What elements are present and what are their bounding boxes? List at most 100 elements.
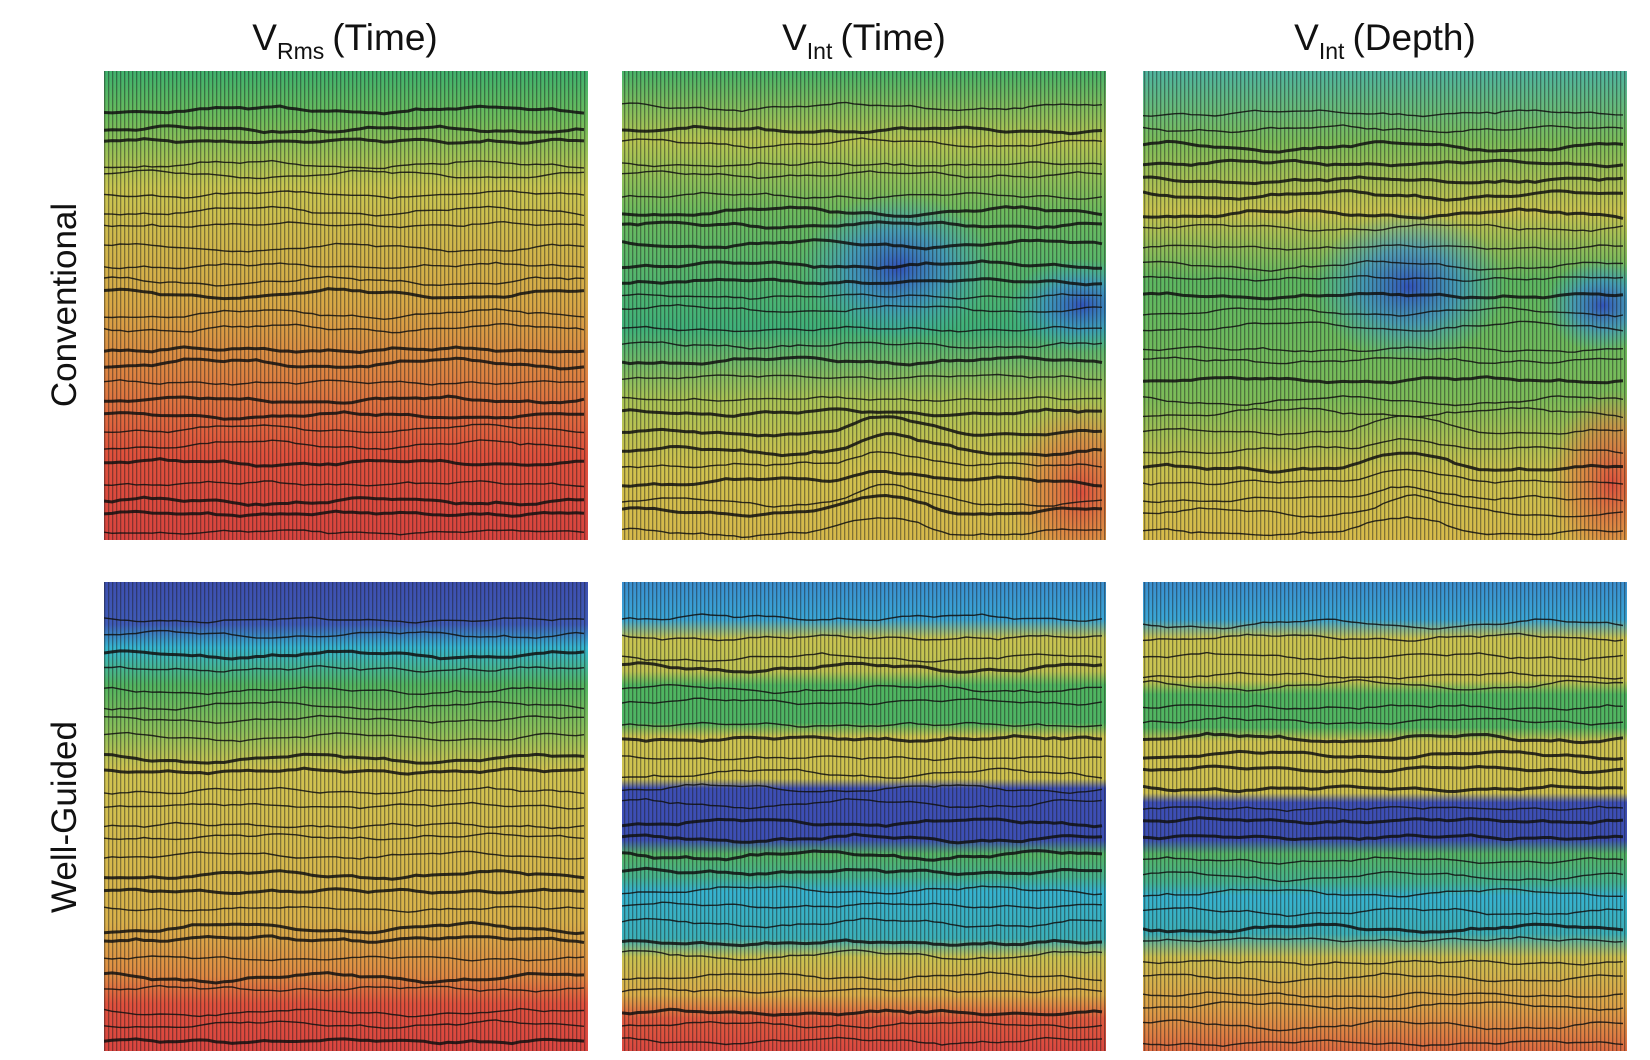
panel-content bbox=[104, 71, 588, 540]
panel-content bbox=[104, 582, 588, 1051]
panel-content bbox=[1143, 71, 1627, 540]
title-main: V bbox=[1294, 17, 1319, 58]
horizon bbox=[104, 905, 585, 913]
horizon bbox=[622, 451, 1103, 469]
horizon bbox=[622, 395, 1103, 402]
horizon bbox=[104, 495, 585, 507]
horizon bbox=[1143, 678, 1624, 692]
horizon bbox=[104, 887, 585, 896]
horizon bbox=[622, 259, 1102, 271]
horizon bbox=[104, 509, 585, 518]
horizon bbox=[104, 801, 585, 810]
horizon bbox=[622, 1007, 1103, 1017]
horizon bbox=[104, 786, 585, 795]
horizon bbox=[622, 101, 1103, 113]
panel-content bbox=[1143, 582, 1627, 1051]
horizon bbox=[1143, 716, 1624, 726]
horizon bbox=[622, 170, 1103, 180]
horizon bbox=[104, 356, 585, 371]
horizon bbox=[1143, 306, 1624, 318]
horizon bbox=[104, 821, 585, 830]
column-title: VInt (Time) bbox=[782, 17, 946, 64]
horizon bbox=[104, 955, 585, 962]
horizon bbox=[1143, 1039, 1624, 1048]
horizon bbox=[104, 1007, 585, 1018]
horizon bbox=[1143, 749, 1624, 761]
horizon bbox=[1143, 764, 1624, 775]
horizon bbox=[1143, 833, 1624, 842]
horizon bbox=[622, 373, 1103, 381]
horizon bbox=[622, 407, 1102, 418]
horizon bbox=[1143, 259, 1624, 272]
horizon bbox=[104, 394, 585, 405]
horizon bbox=[104, 971, 585, 985]
horizon bbox=[622, 493, 1103, 518]
title-sub: Int bbox=[807, 38, 833, 64]
column-title: VRms (Time) bbox=[252, 17, 437, 64]
horizon bbox=[104, 934, 585, 944]
horizon bbox=[622, 432, 1103, 458]
horizon bbox=[104, 410, 585, 421]
horizon bbox=[1143, 223, 1624, 233]
horizon bbox=[622, 137, 1103, 149]
title-sub: Int bbox=[1319, 38, 1345, 64]
horizon bbox=[622, 303, 1103, 313]
row-label: Conventional bbox=[45, 203, 84, 407]
horizon bbox=[104, 869, 585, 881]
horizon bbox=[104, 984, 585, 993]
horizon bbox=[104, 287, 585, 301]
horizon bbox=[622, 866, 1102, 877]
horizon bbox=[104, 664, 585, 673]
seismic-panel bbox=[622, 71, 1106, 540]
title-rest: (Depth) bbox=[1352, 17, 1475, 58]
title-sub: Rms bbox=[277, 38, 324, 64]
horizon bbox=[1143, 922, 1624, 934]
horizon bbox=[622, 191, 1103, 200]
horizon bbox=[104, 159, 585, 170]
horizon bbox=[104, 920, 585, 936]
horizon bbox=[104, 457, 585, 468]
horizon bbox=[622, 797, 1103, 810]
horizon bbox=[1143, 485, 1624, 504]
horizon bbox=[622, 470, 1103, 488]
horizon bbox=[622, 971, 1103, 982]
horizon bbox=[104, 529, 585, 536]
trace-texture bbox=[104, 582, 588, 1051]
horizon bbox=[104, 686, 585, 696]
horizon bbox=[1143, 494, 1624, 518]
horizon bbox=[1143, 275, 1624, 282]
horizon bbox=[622, 277, 1103, 287]
horizon bbox=[1143, 109, 1624, 118]
horizon bbox=[1143, 784, 1624, 794]
horizon bbox=[1143, 395, 1624, 407]
horizon bbox=[1143, 704, 1624, 711]
horizon bbox=[104, 700, 585, 711]
column-titles: VRms (Time) VInt (Time) VInt (Depth) bbox=[252, 17, 1476, 64]
horizon bbox=[104, 137, 585, 145]
horizon bbox=[622, 767, 1103, 779]
horizon bbox=[1143, 244, 1624, 251]
horizon bbox=[622, 661, 1103, 674]
horizon bbox=[104, 261, 585, 270]
horizon bbox=[1143, 856, 1624, 865]
horizon bbox=[104, 308, 585, 321]
horizon bbox=[104, 220, 585, 229]
horizon bbox=[622, 341, 1103, 350]
horizon bbox=[1143, 451, 1624, 474]
horizon bbox=[1143, 972, 1624, 984]
horizon bbox=[104, 649, 585, 661]
horizon bbox=[104, 1019, 585, 1029]
horizon bbox=[622, 124, 1103, 136]
horizon bbox=[104, 345, 585, 355]
horizon bbox=[1143, 516, 1624, 537]
horizon bbox=[622, 832, 1103, 845]
seismic-panel bbox=[1143, 582, 1627, 1051]
horizon bbox=[104, 714, 584, 724]
horizon bbox=[1143, 189, 1624, 202]
horizon bbox=[104, 379, 585, 386]
horizon bbox=[104, 104, 585, 116]
horizon bbox=[622, 849, 1103, 862]
horizon bbox=[1143, 936, 1624, 943]
horizon bbox=[1143, 468, 1624, 486]
